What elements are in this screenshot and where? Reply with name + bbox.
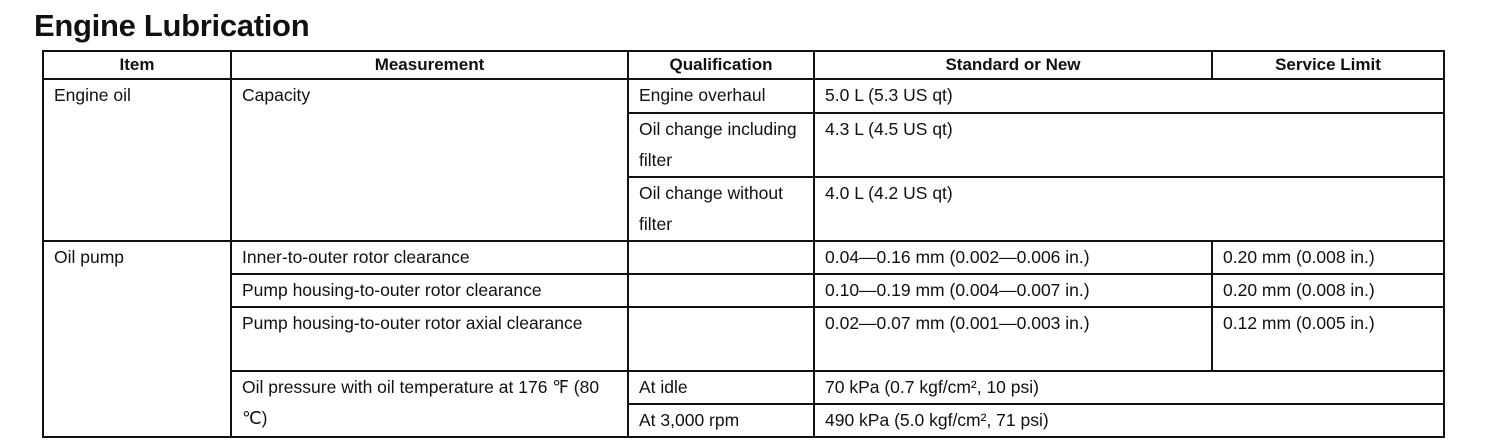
table-row: Pump housing-to-outer rotor clearance 0.… [43, 273, 1445, 308]
qualification-cell: At 3,000 rpm [627, 403, 815, 438]
standard-cell: 4.3 L (4.5 US qt) [813, 112, 1445, 178]
standard-cell: 0.02—0.07 mm (0.001—0.003 in.) [813, 306, 1213, 372]
standard-cell: 70 kPa (0.7 kgf/cm², 10 psi) [813, 370, 1445, 405]
service-limit-cell: 0.12 mm (0.005 in.) [1211, 306, 1445, 372]
item-cell: Engine oil [42, 78, 232, 242]
header-standard: Standard or New [813, 50, 1213, 80]
qualification-cell: Engine overhaul [627, 78, 815, 114]
service-limit-cell: 0.20 mm (0.008 in.) [1211, 240, 1445, 275]
table-row: Pump housing-to-outer rotor axial cleara… [43, 306, 1445, 372]
header-service-limit: Service Limit [1211, 50, 1445, 80]
qualification-cell [627, 273, 815, 308]
item-cell: Oil pump [42, 240, 232, 438]
standard-cell: 0.04—0.16 mm (0.002—0.006 in.) [813, 240, 1213, 275]
qualification-cell [627, 306, 815, 372]
table-row: Oil pump Inner-to-outer rotor clearance … [42, 240, 1445, 438]
header-qualification: Qualification [627, 50, 815, 80]
table-row: Oil change without filter 4.0 L (4.2 US … [43, 176, 1445, 242]
standard-cell: 5.0 L (5.3 US qt) [813, 78, 1445, 114]
table-row: Engine oil Capacity Engine overhaul 5.0 … [42, 78, 1445, 242]
qualification-cell: At idle [627, 370, 815, 405]
header-measurement: Measurement [230, 50, 629, 80]
qualification-cell: Oil change including filter [627, 112, 815, 178]
standard-cell: 0.10—0.19 mm (0.004—0.007 in.) [813, 273, 1213, 308]
engine-lubrication-table: Item Measurement Qualification Standard … [42, 50, 1445, 438]
standard-cell: 4.0 L (4.2 US qt) [813, 176, 1445, 242]
table-row: At 3,000 rpm 490 kPa (5.0 kgf/cm², 71 ps… [43, 403, 1445, 438]
measurement-cell: Inner-to-outer rotor clearance [230, 240, 629, 275]
header-item: Item [42, 50, 232, 80]
measurement-cell: Oil pressure with oil temperature at 176… [230, 370, 629, 438]
qualification-cell: Oil change without filter [627, 176, 815, 242]
page-title: Engine Lubrication [34, 8, 310, 43]
header-row: Item Measurement Qualification Standard … [42, 50, 1445, 80]
qualification-cell [627, 240, 815, 275]
standard-cell: 490 kPa (5.0 kgf/cm², 71 psi) [813, 403, 1445, 438]
table-row: Oil pressure with oil temperature at 176… [43, 370, 1445, 438]
table-row: Oil change including filter 4.3 L (4.5 U… [43, 112, 1445, 178]
service-limit-cell: 0.20 mm (0.008 in.) [1211, 273, 1445, 308]
measurement-cell: Pump housing-to-outer rotor axial cleara… [230, 306, 629, 372]
measurement-cell: Capacity [230, 78, 629, 242]
measurement-cell: Pump housing-to-outer rotor clearance [230, 273, 629, 308]
